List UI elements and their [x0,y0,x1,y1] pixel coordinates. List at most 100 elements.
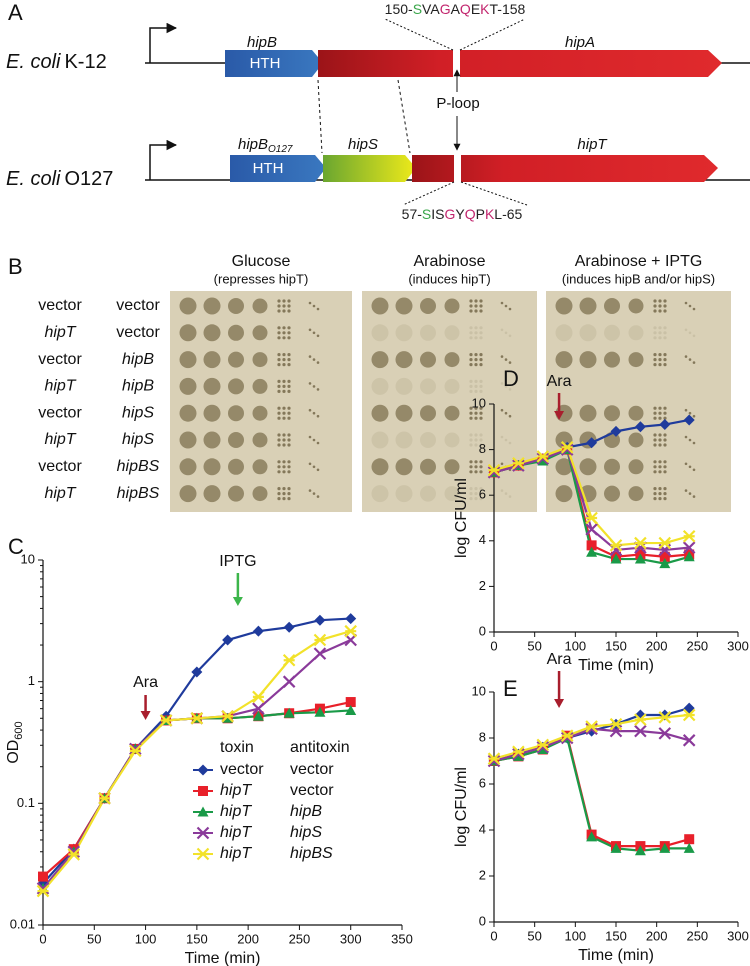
colony-dot [658,497,662,501]
colony-dot [469,443,473,447]
data-point [344,624,357,638]
colony-dot [282,309,286,313]
colony-dot [479,411,483,415]
colony-dot [287,299,291,303]
data-point [67,848,81,861]
y-tick-label: 6 [479,775,486,790]
colony-dot [287,487,291,491]
data-point [634,421,646,433]
colony-dot [504,385,508,388]
y-tick-label: 10 [472,683,486,698]
colony-spot [228,378,244,395]
data-point [585,511,598,525]
colony-spot [628,486,644,502]
colony-spot [444,432,460,448]
colony-dot [308,489,312,492]
colony-spot [579,351,597,369]
colony-dot [658,358,662,362]
colony-dot [474,304,478,308]
colony-spot [420,378,436,395]
colony-dot [663,353,667,357]
colony-spot [252,405,268,421]
colony-dot [277,460,281,464]
plate-title: Arabinose + IPTG [575,253,703,270]
colony-dot [684,489,688,492]
colony-dot [474,438,478,442]
colony-dot [469,384,473,388]
data-point [586,546,598,557]
colony-dot [658,363,662,367]
data-point [345,697,356,708]
colony-spot [420,485,436,502]
data-point [560,443,574,456]
colony-dot [282,438,286,442]
plate-title: Glucose [232,253,291,270]
colony-dot [474,492,478,496]
colony-dot [469,353,473,357]
colony-dot [663,497,667,501]
colony-dot [663,363,667,367]
gene-hipb [225,50,323,77]
colony-dot [282,389,286,393]
colony-spot [371,431,389,449]
colony-dot [287,363,291,367]
colony-spot [444,378,460,394]
motif-gap [453,50,460,77]
colony-dot [479,470,483,474]
colony-dot [479,492,483,496]
x-tick-label: 350 [391,931,413,946]
colony-dot [504,492,508,495]
data-point [129,744,142,758]
colony-spot [203,324,221,342]
organism-label: E. coli K-12 [6,51,107,73]
motif-residue: Y [455,206,465,222]
colony-dot [308,382,312,385]
colony-dot [469,433,473,437]
colony-dot [688,304,692,308]
y-axis-label: log CFU/ml [453,767,470,847]
colony-dot [663,299,667,303]
colony-dot [474,460,478,464]
data-point [634,724,647,738]
colony-dot [479,406,483,410]
colony-dot [474,487,478,491]
panel-label: B [8,254,23,279]
colony-dot [508,414,512,418]
colony-spot [420,324,436,341]
data-point [682,529,696,543]
legend-toxin: hipT [220,845,252,862]
colony-spot [555,297,573,315]
colony-dot [479,331,483,335]
colony-dot [474,470,478,474]
colony-dot [663,460,667,464]
colony-dot [277,304,281,308]
data-point [487,754,501,768]
colony-spot [604,405,620,422]
colony-dot [308,462,312,466]
colony-dot [508,334,512,338]
data-point [659,558,671,569]
x-tick-label: 50 [87,931,101,946]
data-point [252,625,264,637]
colony-dot [287,406,291,410]
colony-dot [663,470,667,474]
homology-guide [317,79,323,154]
colony-dot [474,389,478,393]
x-tick-label: 150 [605,638,627,653]
motif-residue: S [422,206,431,222]
colony-dot [287,411,291,415]
colony-dot [692,361,696,364]
colony-spot [179,377,197,395]
data-point [684,834,695,845]
data-point [283,707,295,718]
colony-dot [653,406,657,410]
colony-dot [508,388,512,391]
motif-sequence: 57-SISGYQPKL-65 [402,206,523,222]
colony-dot [316,361,320,364]
colony-spot [444,486,460,502]
antitoxin-label: vector [116,297,160,314]
data-point [252,702,265,715]
data-point [659,842,671,853]
legend-toxin: hipT [220,782,252,799]
